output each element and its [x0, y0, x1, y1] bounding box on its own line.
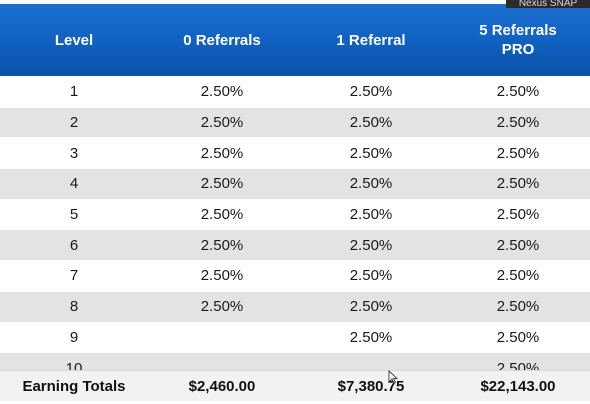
table-row: 5 2.50% 2.50% 2.50%	[0, 198, 590, 230]
ref5-cell: 2.50%	[496, 206, 540, 224]
ref5-cell: 2.50%	[496, 328, 540, 346]
total-5-referrals-pro: $22,143.00	[480, 377, 556, 395]
ref5-cell: 2.50%	[496, 175, 540, 193]
mouse-pointer-icon	[388, 370, 398, 384]
ref1-cell: 2.50%	[349, 144, 393, 162]
ref0-cell: 2.50%	[200, 144, 244, 162]
ref0-cell: 2.50%	[200, 206, 244, 224]
table-row: 1 2.50% 2.50% 2.50%	[0, 76, 590, 107]
level-cell: 7	[69, 267, 79, 285]
table-row: 2 2.50% 2.50% 2.50%	[0, 106, 590, 138]
ref5-cell: 2.50%	[496, 83, 540, 101]
table-body: 1 2.50% 2.50% 2.50% 2 2.50% 2.50% 2.50% …	[0, 76, 590, 383]
table-row: 9 2.50% 2.50%	[0, 321, 590, 353]
ref1-cell: 2.50%	[349, 267, 393, 285]
ref5-cell: 2.50%	[496, 267, 540, 285]
ref5-cell: 2.50%	[496, 236, 540, 254]
ref1-cell: 2.50%	[349, 206, 393, 224]
table-row: 3 2.50% 2.50% 2.50%	[0, 137, 590, 169]
totals-row: Earning Totals $2,460.00 $7,380.75 $22,1…	[0, 370, 590, 401]
ref1-cell: 2.50%	[349, 175, 393, 193]
ref1-cell: 2.50%	[349, 114, 393, 132]
ref0-cell: 2.50%	[200, 298, 244, 316]
ref0-cell: 2.50%	[200, 267, 244, 285]
table-row: 4 2.50% 2.50% 2.50%	[0, 168, 590, 199]
total-0-referrals: $2,460.00	[188, 377, 256, 395]
ref0-cell: 2.50%	[200, 114, 244, 132]
totals-label: Earning Totals	[22, 377, 126, 395]
total-1-referral: $7,380.75	[337, 377, 405, 395]
header-5-referrals-pro: 5 Referrals PRO	[479, 22, 557, 58]
ref5-cell: 2.50%	[496, 144, 540, 162]
header-0-referrals: 0 Referrals	[183, 31, 261, 49]
level-cell: 9	[69, 328, 79, 346]
table-row: 8 2.50% 2.50% 2.50%	[0, 290, 590, 322]
level-cell: 1	[69, 83, 79, 101]
level-cell: 4	[69, 175, 79, 193]
level-cell: 3	[69, 144, 79, 162]
ref0-cell: 2.50%	[200, 83, 244, 101]
ref5-cell: 2.50%	[496, 114, 540, 132]
header-level: Level	[54, 31, 94, 49]
table-row: 7 2.50% 2.50% 2.50%	[0, 260, 590, 291]
ref1-cell: 2.50%	[349, 328, 393, 346]
watermark-logo: Nexus SNAP	[506, 0, 590, 8]
level-cell: 2	[69, 114, 79, 132]
ref1-cell: 2.50%	[349, 83, 393, 101]
level-cell: 6	[69, 236, 79, 254]
table-header: Level 0 Referrals 1 Referral 5 Referrals…	[0, 4, 590, 76]
ref1-cell: 2.50%	[349, 236, 393, 254]
ref1-cell: 2.50%	[349, 298, 393, 316]
level-cell: 8	[69, 298, 79, 316]
level-cell: 5	[69, 206, 79, 224]
ref0-cell: 2.50%	[200, 236, 244, 254]
table-row: 6 2.50% 2.50% 2.50%	[0, 229, 590, 261]
ref5-cell: 2.50%	[496, 298, 540, 316]
ref0-cell: 2.50%	[200, 175, 244, 193]
header-1-referral: 1 Referral	[336, 31, 406, 49]
